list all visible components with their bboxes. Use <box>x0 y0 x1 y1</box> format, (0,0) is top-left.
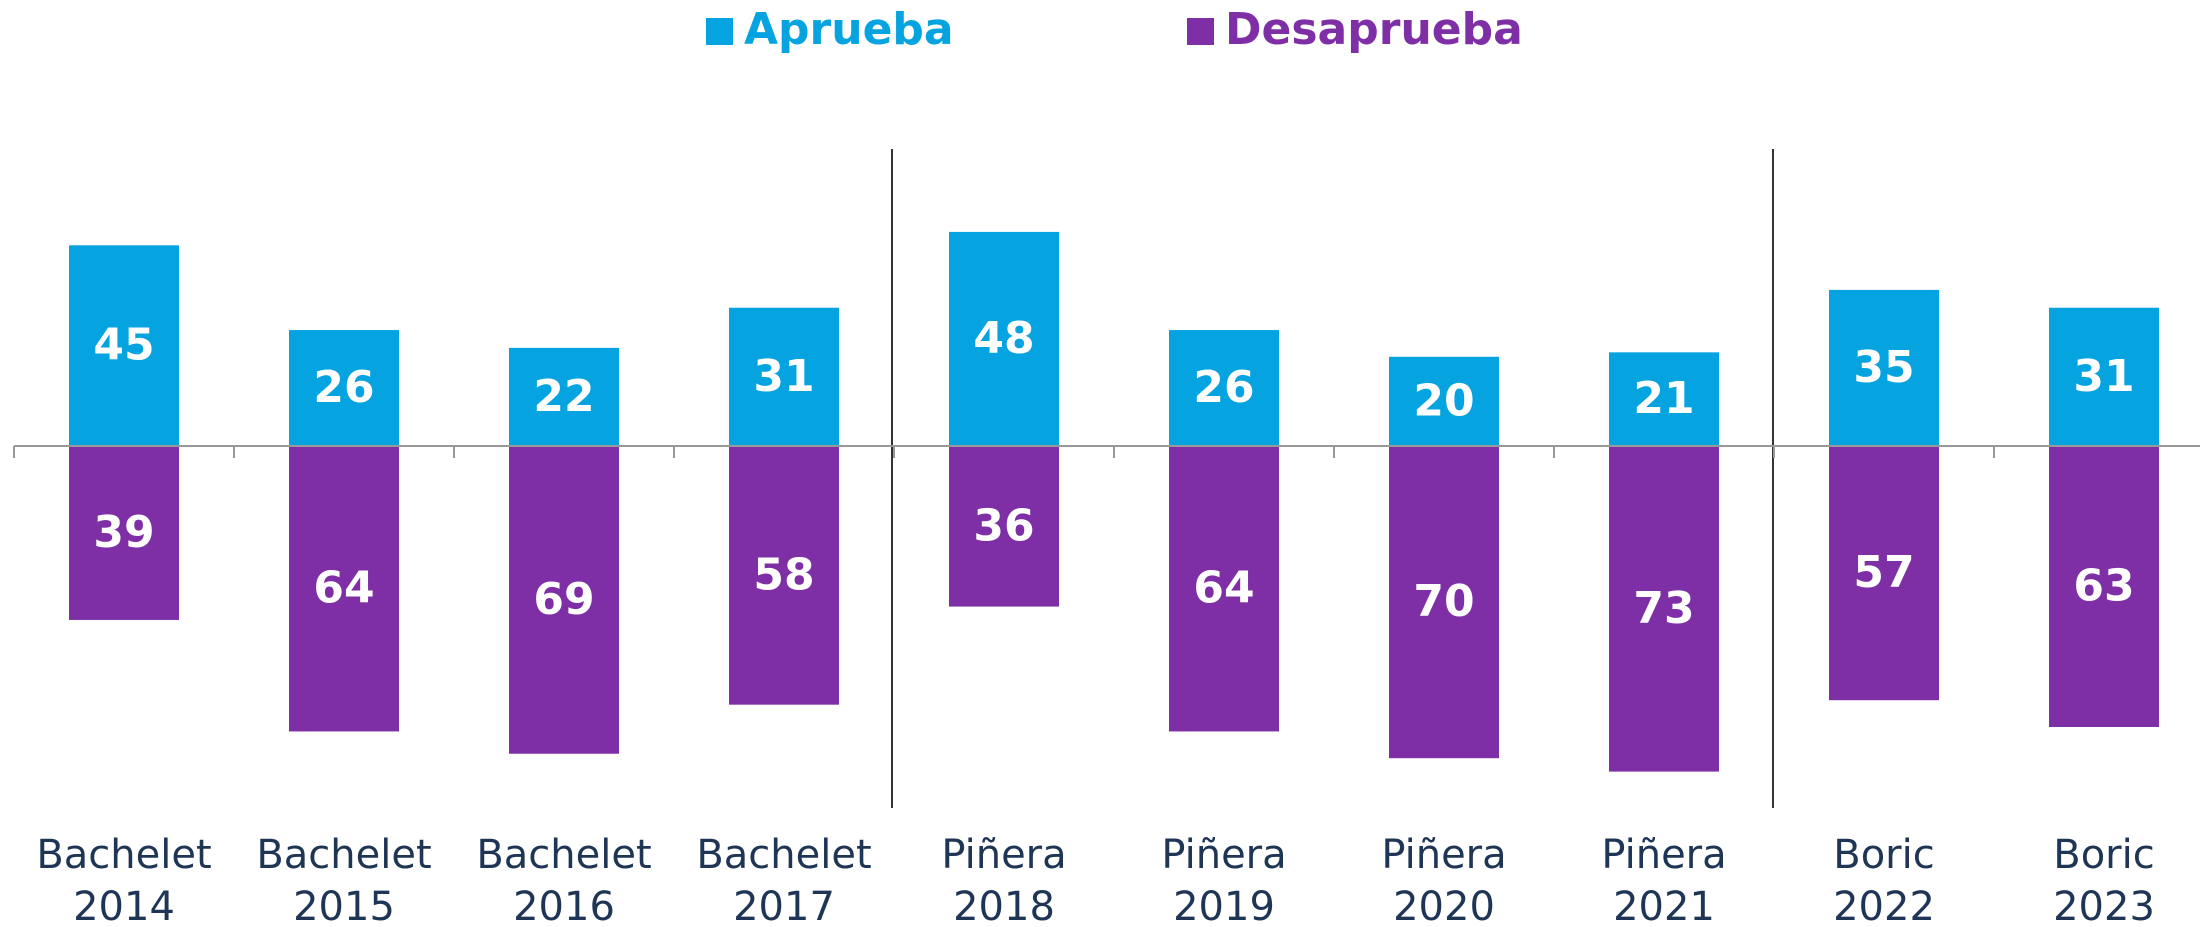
x-tick-label: Piñera 2019 <box>1161 832 1286 927</box>
value-label: 64 <box>1193 563 1254 614</box>
x-tick-label: Bachelet 2016 <box>476 832 651 927</box>
value-label: 73 <box>1633 583 1694 634</box>
value-label: 21 <box>1633 373 1694 424</box>
bar <box>1609 446 1719 772</box>
bar <box>1389 446 1499 759</box>
x-tick-label: Piñera 2021 <box>1601 832 1726 927</box>
x-tick-label: Boric 2022 <box>1833 832 1935 927</box>
bar <box>729 446 839 705</box>
x-tick-label: Bachelet 2017 <box>696 832 871 927</box>
value-label: 57 <box>1853 547 1914 598</box>
bar <box>729 307 839 446</box>
x-tick-label: Piñera 2018 <box>941 832 1066 927</box>
value-label: 58 <box>753 549 814 600</box>
value-label: 48 <box>973 313 1034 364</box>
value-label: 63 <box>2073 560 2134 611</box>
bar <box>1609 352 1719 446</box>
bar <box>1169 446 1279 732</box>
value-label: 39 <box>93 507 154 558</box>
bar <box>2049 307 2159 446</box>
value-label: 26 <box>313 362 374 413</box>
value-label: 70 <box>1413 576 1474 627</box>
bar <box>69 245 179 446</box>
bar <box>1829 289 1939 446</box>
x-tick-label: Piñera 2020 <box>1381 832 1506 927</box>
x-tick-label: Bachelet 2014 <box>36 832 211 927</box>
value-label: 45 <box>93 320 154 371</box>
legend-label: Desaprueba <box>1225 4 1523 55</box>
x-tick-label: Bachelet 2015 <box>256 832 431 927</box>
bar <box>509 347 619 446</box>
value-label: 31 <box>2073 351 2134 402</box>
value-label: 22 <box>533 371 594 422</box>
bar <box>1829 446 1939 701</box>
bar <box>289 446 399 732</box>
bar <box>509 446 619 754</box>
legend-label: Aprueba <box>744 4 954 55</box>
value-label: 69 <box>533 574 594 625</box>
legend-swatch <box>706 18 733 45</box>
value-label: 64 <box>313 563 374 614</box>
bar <box>949 446 1059 607</box>
value-label: 31 <box>753 351 814 402</box>
value-label: 26 <box>1193 362 1254 413</box>
bar <box>1389 356 1499 446</box>
bar <box>2049 446 2159 727</box>
bar <box>949 231 1059 446</box>
x-tick-label: Boric 2023 <box>2053 832 2155 927</box>
value-label: 35 <box>1853 342 1914 393</box>
bar <box>69 446 179 620</box>
legend-swatch <box>1187 18 1214 45</box>
bar <box>1169 330 1279 446</box>
value-label: 20 <box>1413 375 1474 426</box>
value-label: 36 <box>973 500 1034 551</box>
bar <box>289 330 399 446</box>
